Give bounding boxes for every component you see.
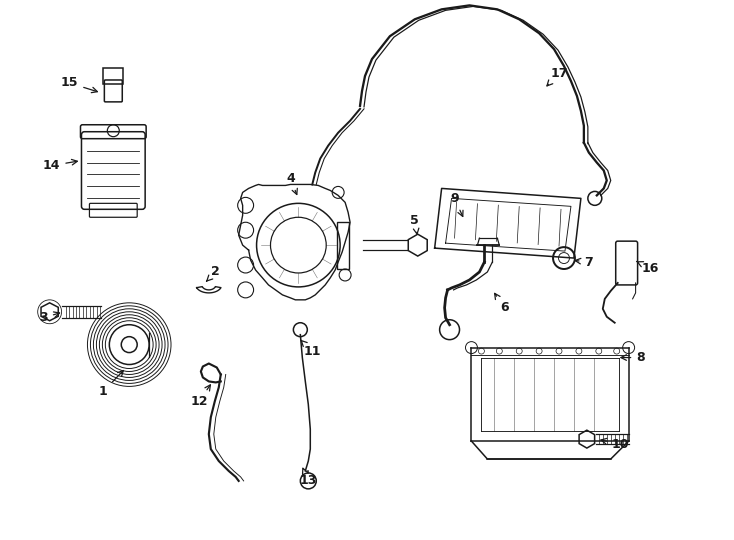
- Text: 3: 3: [40, 311, 59, 324]
- Text: 13: 13: [299, 468, 317, 488]
- Text: 17: 17: [547, 66, 568, 86]
- Text: 15: 15: [61, 77, 98, 93]
- Text: 4: 4: [286, 172, 297, 194]
- Text: 16: 16: [636, 261, 659, 274]
- Text: 11: 11: [301, 340, 321, 358]
- Text: 2: 2: [206, 266, 220, 281]
- Text: 9: 9: [450, 192, 463, 217]
- Text: 1: 1: [99, 370, 123, 398]
- Text: 8: 8: [621, 351, 645, 364]
- Text: 10: 10: [601, 437, 630, 450]
- Text: 12: 12: [190, 385, 211, 408]
- Text: 14: 14: [43, 159, 77, 172]
- Text: 7: 7: [575, 255, 593, 268]
- Text: 5: 5: [410, 214, 419, 234]
- Text: 6: 6: [495, 293, 509, 314]
